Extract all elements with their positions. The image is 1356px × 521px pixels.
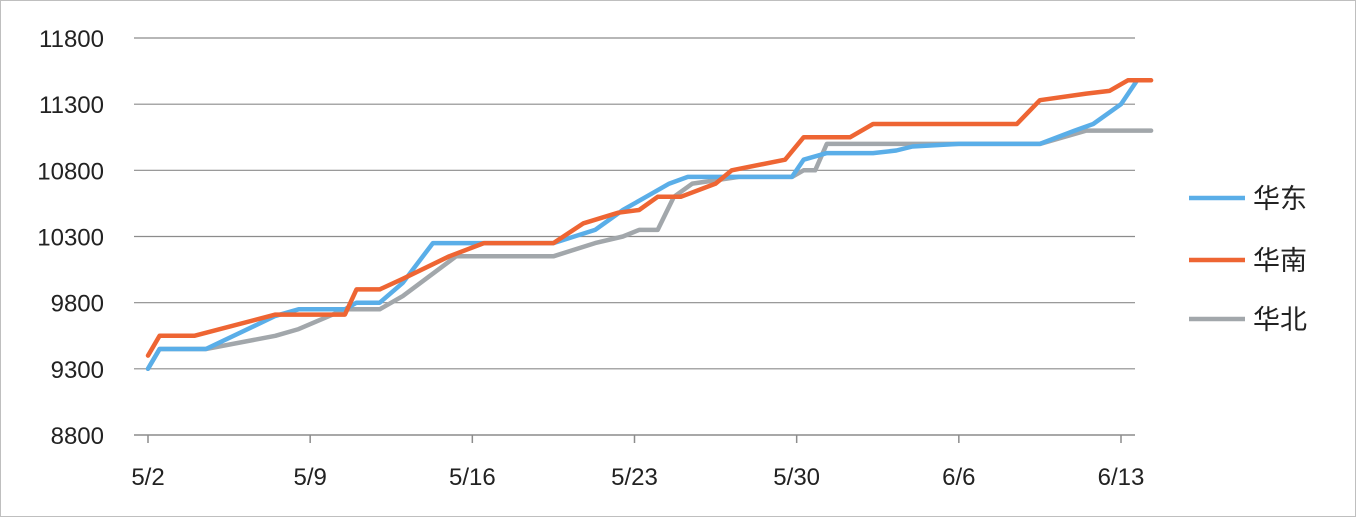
y-tick-label: 10300 [37,225,104,252]
x-tick-label: 5/23 [611,464,658,491]
y-tick-label: 8800 [51,423,104,450]
legend-label: 华东 [1253,184,1307,214]
x-axis: 5/2 5/9 5/16 5/23 5/30 6/6 6/13 [131,434,1145,491]
gridlines [134,37,1135,370]
series-line-3 [145,128,1154,372]
y-tick-label: 10800 [37,158,104,185]
x-tick-label: 5/30 [773,464,820,491]
y-axis: 8800 9300 9800 10300 10800 11300 11800 [37,26,104,450]
y-tick-label: 11800 [39,26,104,53]
y-tick-label: 11300 [39,92,104,119]
series-line-2 [145,78,1154,358]
legend-label: 华北 [1253,305,1307,335]
y-tick-label: 9800 [51,291,104,318]
x-tick-label: 6/13 [1098,464,1145,491]
y-tick-label: 9300 [51,357,104,384]
series-lines [145,78,1154,372]
x-tick-label: 5/16 [449,464,496,491]
x-tick-label: 5/9 [293,464,326,491]
x-tick-label: 6/6 [942,464,975,491]
legend-label: 华南 [1253,246,1307,276]
x-tick-label: 5/2 [131,464,164,491]
